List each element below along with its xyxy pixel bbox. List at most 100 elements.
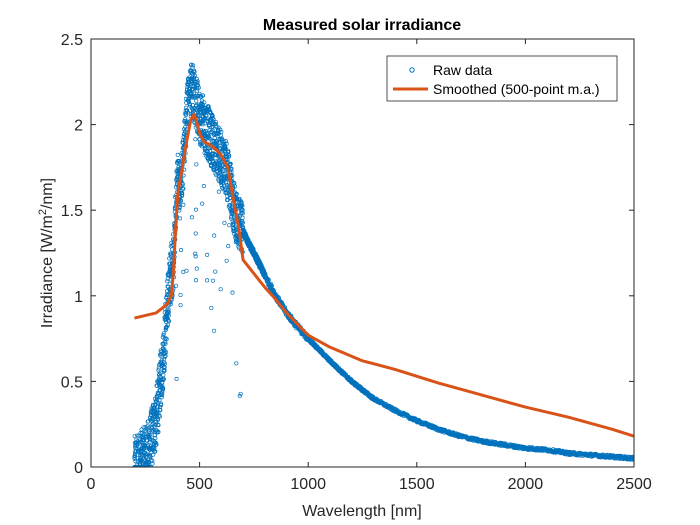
raw-data-point xyxy=(193,137,198,142)
raw-data-point xyxy=(178,303,183,308)
raw-data-point xyxy=(194,85,199,90)
raw-data-point xyxy=(183,125,188,130)
raw-data-point xyxy=(240,215,245,220)
raw-data-point xyxy=(193,251,198,256)
raw-data-point xyxy=(230,290,235,295)
raw-data-point xyxy=(157,374,162,379)
raw-data-point xyxy=(217,162,223,167)
raw-data-point xyxy=(196,85,201,90)
raw-data-point xyxy=(205,149,210,154)
raw-data-point xyxy=(193,231,198,236)
raw-data-point xyxy=(185,110,190,115)
chart-title: Measured solar irradiance xyxy=(263,17,461,34)
raw-data-point xyxy=(142,445,147,450)
raw-data-point xyxy=(265,277,270,282)
raw-data-point xyxy=(164,350,169,355)
raw-data-point xyxy=(166,307,171,312)
raw-data-point xyxy=(223,139,228,144)
legend-box xyxy=(386,55,618,102)
raw-data-point xyxy=(159,393,165,398)
y-tick-label: 2 xyxy=(74,118,83,135)
raw-data-point xyxy=(150,458,155,463)
raw-data-point xyxy=(155,397,160,402)
plot-area xyxy=(91,39,634,467)
raw-data-point xyxy=(189,215,194,220)
raw-data-point xyxy=(164,336,169,342)
raw-data-point xyxy=(205,252,210,257)
raw-data-point xyxy=(194,266,199,271)
y-tick-label: 0 xyxy=(74,460,83,477)
raw-data-point xyxy=(144,454,149,459)
raw-data-point xyxy=(159,357,165,363)
raw-data-point xyxy=(219,129,224,135)
raw-data-point xyxy=(166,319,171,324)
raw-data-point xyxy=(216,189,221,194)
raw-data-point xyxy=(191,63,196,68)
raw-data-point xyxy=(156,368,161,373)
raw-data-point xyxy=(174,376,179,381)
raw-data-point xyxy=(150,461,155,466)
raw-data-point xyxy=(156,410,161,415)
raw-data-point xyxy=(153,449,158,454)
raw-data-point xyxy=(139,449,144,454)
y-tick-label: 1.5 xyxy=(61,203,83,220)
smoothed-series xyxy=(134,112,634,438)
raw-data-point xyxy=(201,184,206,189)
raw-data-point xyxy=(226,244,231,249)
raw-data-point xyxy=(183,112,189,118)
raw-data-point xyxy=(161,386,166,391)
raw-data-point xyxy=(156,429,161,435)
y-axis-label-main: Irradiance [W/m xyxy=(39,215,56,328)
raw-data-point xyxy=(204,278,210,283)
raw-data-point xyxy=(631,457,634,462)
raw-data-point xyxy=(161,377,166,382)
raw-data-point xyxy=(210,278,216,283)
raw-data-point xyxy=(202,100,207,105)
raw-data-point xyxy=(218,287,223,292)
raw-data-point xyxy=(234,191,239,196)
raw-data-point xyxy=(212,136,217,141)
raw-data-point xyxy=(159,352,164,357)
raw-data-point xyxy=(166,310,171,315)
raw-data-point xyxy=(239,200,244,205)
raw-data-point xyxy=(224,153,229,159)
raw-data-point xyxy=(211,117,216,122)
raw-data-point xyxy=(218,127,223,132)
raw-data-point xyxy=(207,148,213,153)
raw-data-point xyxy=(158,408,163,413)
raw-data-point xyxy=(149,437,154,442)
raw-data-point xyxy=(143,424,148,430)
raw-data-point xyxy=(194,88,200,93)
raw-data-point xyxy=(174,283,179,288)
raw-data-point xyxy=(240,211,245,216)
raw-data-point xyxy=(631,454,634,459)
raw-data-point xyxy=(209,305,214,310)
raw-data-point xyxy=(132,453,137,459)
raw-data-point xyxy=(213,269,218,274)
raw-data-point xyxy=(180,190,185,196)
raw-data-point xyxy=(200,201,205,206)
raw-data-point xyxy=(133,459,138,464)
raw-data-point xyxy=(240,203,245,208)
raw-data-point xyxy=(162,357,167,362)
raw-data-point xyxy=(195,83,201,88)
raw-data-point xyxy=(162,369,167,374)
raw-data-point xyxy=(132,434,137,439)
raw-data-point xyxy=(177,216,183,221)
raw-data-point xyxy=(193,207,198,212)
legend-raw-marker xyxy=(409,67,415,73)
raw-data-point xyxy=(142,450,147,455)
raw-data-point xyxy=(163,341,168,346)
raw-data-point xyxy=(140,460,146,465)
raw-data-point xyxy=(178,292,183,298)
raw-data-point xyxy=(155,405,160,410)
raw-data-point xyxy=(156,423,161,428)
raw-data-point xyxy=(166,309,171,314)
raw-data-point xyxy=(193,73,198,79)
raw-data-point xyxy=(161,333,166,338)
raw-data-point xyxy=(165,322,171,327)
raw-data-point xyxy=(145,424,150,429)
raw-data-point xyxy=(191,91,196,96)
raw-data-point xyxy=(198,140,203,145)
